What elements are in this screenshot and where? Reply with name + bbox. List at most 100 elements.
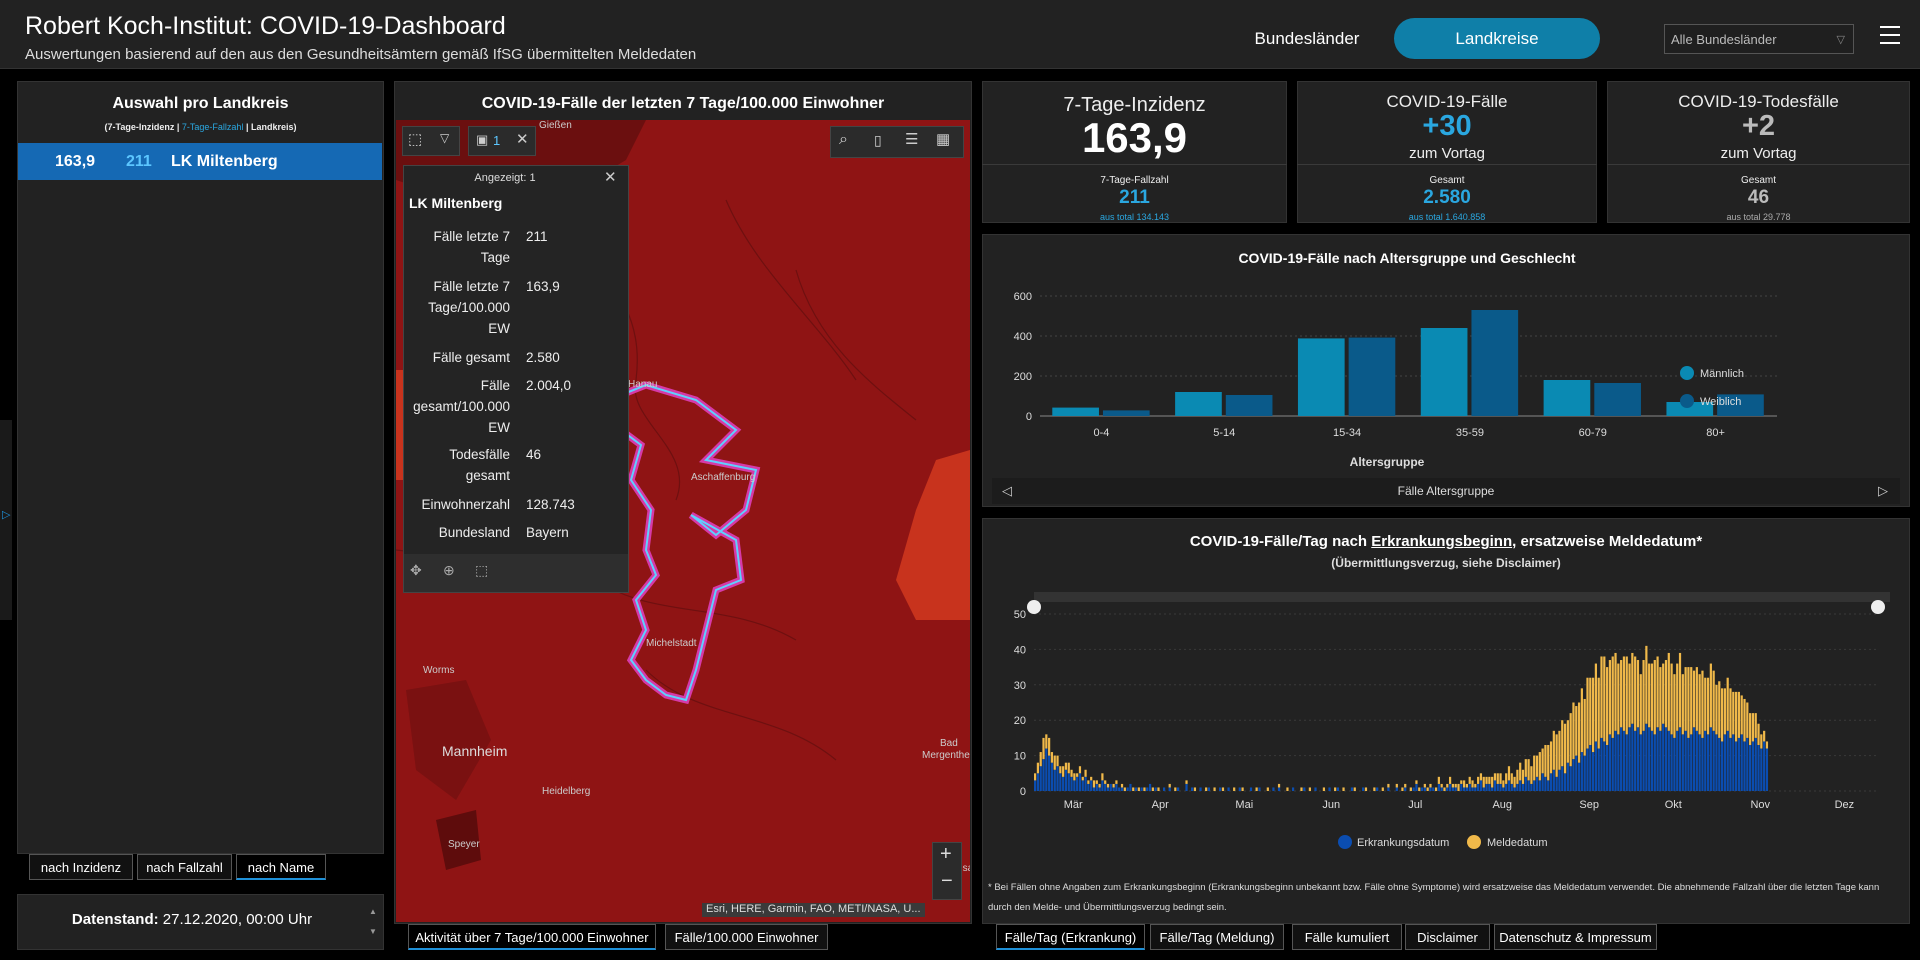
bar-erkrankungsdatum bbox=[1067, 773, 1070, 791]
bar-erkrankungsdatum bbox=[1552, 769, 1555, 791]
bar-meldedatum bbox=[1569, 713, 1572, 767]
bar-meldedatum bbox=[1073, 773, 1076, 781]
sort-name-button[interactable]: nach Name bbox=[236, 854, 326, 880]
bar-männlich bbox=[1175, 392, 1222, 416]
bar-erkrankungsdatum bbox=[1639, 734, 1642, 791]
bar-meldedatum bbox=[1558, 730, 1561, 770]
menu-icon[interactable] bbox=[1880, 26, 1900, 44]
daily-chart-disclaimer: * Bei Fällen ohne Angaben zum Erkrankung… bbox=[988, 882, 1880, 913]
popup-value: 2.004,0 bbox=[526, 378, 572, 393]
bar-erkrankungsdatum bbox=[1499, 783, 1502, 791]
bar-meldedatum bbox=[1628, 663, 1631, 728]
pan-icon[interactable]: ✥ bbox=[410, 562, 422, 578]
zoom-to-icon[interactable]: ⊕ bbox=[443, 562, 455, 578]
bar-meldedatum bbox=[1185, 780, 1188, 784]
bar-meldedatum bbox=[1056, 755, 1059, 767]
bar-erkrankungsdatum bbox=[1746, 737, 1749, 791]
bar-erkrankungsdatum bbox=[1535, 776, 1539, 791]
bar-erkrankungsdatum bbox=[1154, 787, 1157, 791]
popup-key: Fälle gesamt/100.000 EW bbox=[413, 378, 510, 435]
bar-erkrankungsdatum bbox=[1715, 734, 1718, 791]
selection-count: 1 bbox=[493, 133, 501, 148]
bar-erkrankungsdatum bbox=[1712, 730, 1715, 791]
chevron-right-icon[interactable]: ▷ bbox=[1878, 483, 1888, 498]
x-tick-label: Jul bbox=[1408, 799, 1422, 811]
daily-chart: 0 10 20 30 40 50 Mär Apr Mai Jun Jul Aug Sep Okt Nov De… bbox=[1014, 592, 1890, 849]
bookmark-icon[interactable]: ▯ bbox=[874, 132, 882, 148]
bar-erkrankungsdatum bbox=[1177, 787, 1180, 791]
chevron-down-icon[interactable]: ▽ bbox=[440, 131, 450, 145]
tab-cases-per-100k[interactable]: Fälle/100.000 Einwohner bbox=[665, 924, 828, 950]
sort-incidence-button[interactable]: nach Inzidenz bbox=[29, 854, 133, 880]
bar-meldedatum bbox=[1081, 776, 1084, 781]
bar-meldedatum bbox=[1342, 787, 1345, 791]
bar-meldedatum bbox=[1502, 780, 1505, 788]
layers-icon[interactable]: ▦ bbox=[936, 131, 951, 148]
bar-meldedatum bbox=[1760, 734, 1763, 749]
bar-erkrankungsdatum bbox=[1662, 723, 1665, 791]
state-select[interactable]: Alle Bundesländer ▽ bbox=[1664, 24, 1854, 54]
bar-erkrankungsdatum bbox=[1129, 783, 1132, 791]
bar-erkrankungsdatum bbox=[1314, 787, 1317, 791]
zoom-in-icon[interactable]: + bbox=[940, 843, 952, 865]
tab-activity[interactable]: Aktivität über 7 Tage/100.000 Einwohner bbox=[408, 924, 656, 950]
select-feature-icon[interactable]: ⬚ bbox=[475, 562, 489, 578]
x-tick-label: Sep bbox=[1579, 799, 1599, 811]
bar-erkrankungsdatum bbox=[1036, 773, 1040, 791]
range-slider-track[interactable] bbox=[1034, 592, 1890, 602]
daily-title-part: COVID-19-Fälle/Tag nach bbox=[1189, 533, 1372, 550]
tab-privacy[interactable]: Datenschutz & Impressum bbox=[1494, 924, 1657, 950]
bar-meldedatum bbox=[1233, 787, 1236, 791]
bar-meldedatum bbox=[1594, 663, 1598, 742]
range-slider-handle-end[interactable] bbox=[1871, 600, 1885, 614]
tab-cases-reported[interactable]: Fälle/Tag (Meldung) bbox=[1150, 924, 1284, 950]
bar-erkrankungsdatum bbox=[1440, 787, 1443, 791]
bar-erkrankungsdatum bbox=[1645, 723, 1648, 791]
kpi-deaths-card bbox=[1607, 81, 1910, 223]
bar-meldedatum bbox=[1409, 787, 1412, 791]
chevron-right-icon[interactable]: ▷ bbox=[2, 509, 11, 521]
kpi-incidence-sub: 7-Tage-Fallzahl bbox=[1100, 175, 1169, 186]
bar-erkrankungsdatum bbox=[1485, 783, 1488, 791]
close-icon[interactable]: ✕ bbox=[604, 169, 617, 186]
data-status: Datenstand: 27.12.2020, 00:00 Uhr bbox=[17, 911, 367, 928]
zoom-out-icon[interactable]: − bbox=[941, 870, 953, 892]
bar-meldedatum bbox=[1471, 780, 1474, 788]
nav-landkreise-button[interactable]: Landkreise bbox=[1394, 18, 1600, 59]
bar-meldedatum bbox=[1404, 783, 1407, 788]
chevron-left-icon[interactable]: ◁ bbox=[1002, 483, 1012, 498]
search-icon[interactable]: ⌕ bbox=[839, 131, 848, 148]
bar-meldedatum bbox=[1642, 660, 1645, 731]
tab-cases-onset[interactable]: Fälle/Tag (Erkrankung) bbox=[996, 924, 1145, 950]
bar-meldedatum bbox=[1704, 677, 1707, 731]
select-tool-icon[interactable]: ⬚ bbox=[408, 131, 423, 148]
bar-meldedatum bbox=[1715, 684, 1718, 735]
tab-cases-cumulative[interactable]: Fälle kumuliert bbox=[1292, 924, 1402, 950]
bar-meldedatum bbox=[1059, 766, 1062, 774]
kpi-cases-title: COVID-19-Fälle bbox=[1386, 92, 1508, 111]
bar-erkrankungsdatum bbox=[1404, 787, 1407, 791]
kpi-cases-card bbox=[1297, 81, 1597, 223]
kpi-deaths-total: 46 bbox=[1747, 187, 1770, 208]
kpi-deaths-title: COVID-19-Todesfälle bbox=[1678, 92, 1839, 111]
daily-title-link[interactable]: Erkrankungsbeginn bbox=[1371, 533, 1513, 550]
sort-cases-button[interactable]: nach Fallzahl bbox=[137, 854, 232, 880]
age-chart-title: COVID-19-Fälle nach Altersgruppe und Ges… bbox=[1238, 250, 1576, 266]
bar-meldedatum bbox=[1415, 780, 1418, 784]
bar-meldedatum bbox=[1488, 776, 1491, 784]
side-drawer-handle[interactable] bbox=[0, 420, 12, 620]
tab-disclaimer[interactable]: Disclaimer bbox=[1405, 924, 1490, 950]
bar-erkrankungsdatum bbox=[1760, 748, 1763, 791]
bar-meldedatum bbox=[1426, 787, 1429, 791]
clear-selection-icon[interactable]: ✕ bbox=[516, 131, 529, 148]
list-icon[interactable]: ☰ bbox=[905, 131, 919, 148]
list-item[interactable]: 163,9 211 LK Miltenberg bbox=[18, 143, 382, 180]
bar-erkrankungsdatum bbox=[1272, 787, 1275, 791]
district-highlight-outline[interactable] bbox=[595, 383, 758, 702]
nav-bundeslaender-button[interactable]: Bundesländer bbox=[1254, 29, 1360, 48]
bar-meldedatum bbox=[1451, 783, 1454, 788]
bar-meldedatum bbox=[1454, 783, 1457, 788]
bar-erkrankungsdatum bbox=[1076, 776, 1079, 791]
range-slider-handle-start[interactable] bbox=[1027, 600, 1041, 614]
status-scroll[interactable]: ▲ ▼ bbox=[369, 907, 377, 936]
